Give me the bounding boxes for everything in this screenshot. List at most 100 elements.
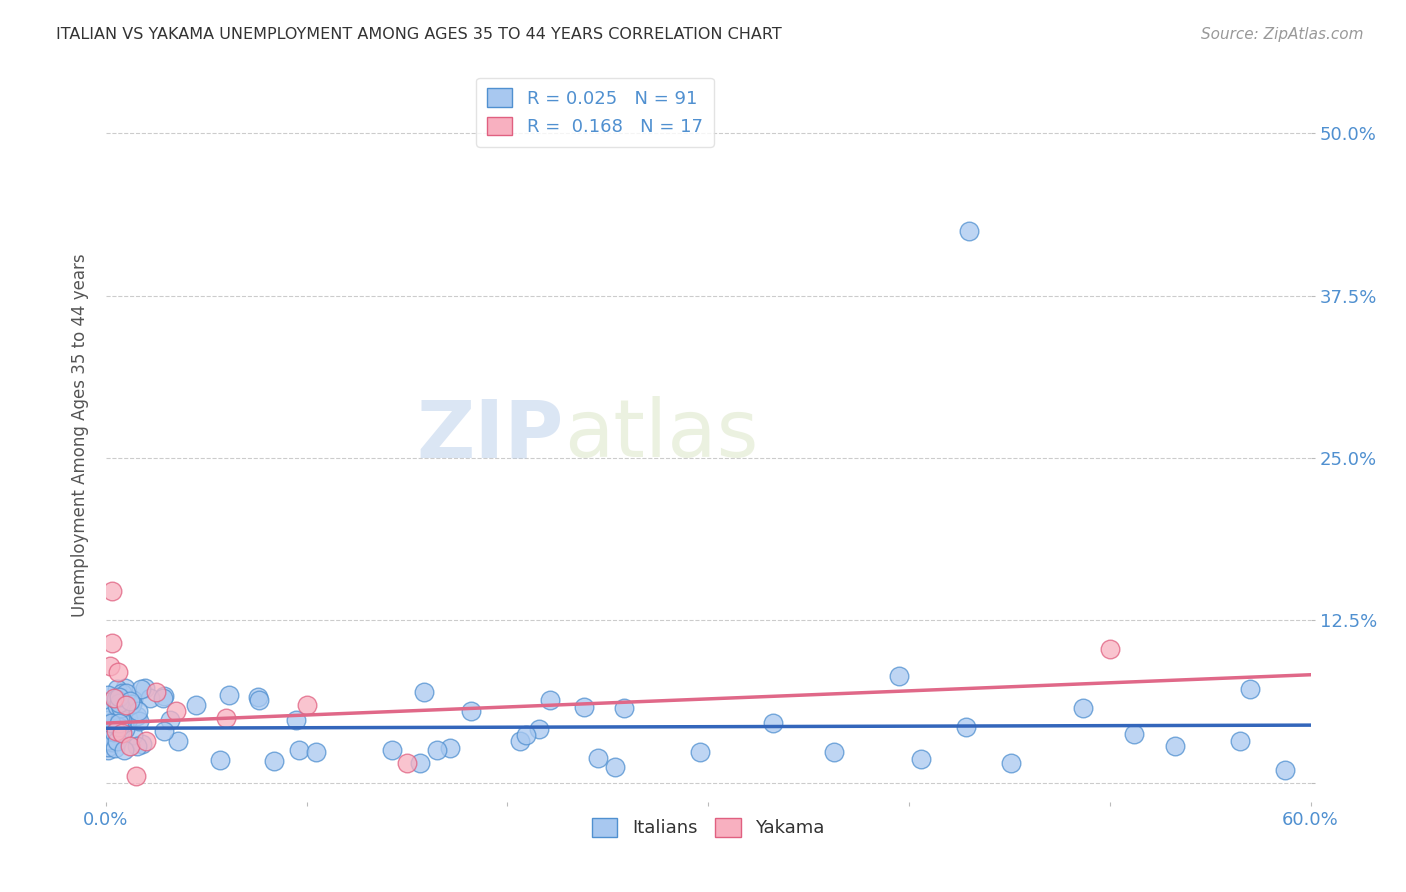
Point bbox=[110, 691, 132, 706]
Point bbox=[121, 697, 143, 711]
Point bbox=[152, 690, 174, 705]
Point bbox=[208, 753, 231, 767]
Point bbox=[108, 690, 131, 704]
Point bbox=[460, 705, 482, 719]
Point bbox=[689, 745, 711, 759]
Point bbox=[98, 659, 121, 673]
Point bbox=[98, 732, 121, 747]
Point bbox=[103, 725, 125, 739]
Y-axis label: Unemployment Among Ages 35 to 44 years: Unemployment Among Ages 35 to 44 years bbox=[72, 253, 89, 617]
Point bbox=[152, 723, 174, 738]
Point bbox=[110, 723, 132, 738]
Text: ITALIAN VS YAKAMA UNEMPLOYMENT AMONG AGES 35 TO 44 YEARS CORRELATION CHART: ITALIAN VS YAKAMA UNEMPLOYMENT AMONG AGE… bbox=[56, 27, 782, 42]
Point bbox=[120, 694, 142, 708]
Point bbox=[97, 743, 120, 757]
Point bbox=[115, 686, 138, 700]
Point bbox=[1123, 727, 1146, 741]
Point bbox=[117, 712, 139, 726]
Point bbox=[218, 688, 240, 702]
Point bbox=[515, 728, 537, 742]
Point bbox=[538, 693, 561, 707]
Point bbox=[426, 743, 449, 757]
Point bbox=[412, 685, 434, 699]
Point bbox=[107, 681, 129, 696]
Point bbox=[100, 735, 122, 749]
Point bbox=[105, 699, 128, 714]
Point bbox=[131, 737, 153, 751]
Point bbox=[957, 224, 980, 238]
Point bbox=[955, 720, 977, 734]
Point bbox=[125, 739, 148, 753]
Text: ZIP: ZIP bbox=[416, 396, 564, 475]
Point bbox=[107, 665, 129, 680]
Point bbox=[249, 693, 271, 707]
Point bbox=[288, 743, 311, 757]
Point bbox=[823, 745, 845, 759]
Point bbox=[145, 685, 167, 699]
Point bbox=[103, 691, 125, 706]
Point bbox=[101, 583, 124, 598]
Point bbox=[263, 754, 285, 768]
Point bbox=[603, 760, 626, 774]
Point bbox=[100, 709, 122, 723]
Point bbox=[165, 704, 187, 718]
Point bbox=[889, 669, 911, 683]
Point bbox=[110, 686, 132, 700]
Point bbox=[246, 690, 269, 705]
Point bbox=[111, 698, 134, 713]
Point bbox=[104, 740, 127, 755]
Point bbox=[1239, 682, 1261, 697]
Point bbox=[527, 722, 550, 736]
Point bbox=[409, 756, 432, 770]
Point bbox=[381, 743, 404, 757]
Point bbox=[153, 689, 176, 703]
Point bbox=[118, 739, 141, 754]
Point bbox=[134, 681, 156, 695]
Point bbox=[115, 698, 138, 712]
Point bbox=[1229, 734, 1251, 748]
Point bbox=[105, 691, 128, 706]
Point bbox=[439, 740, 461, 755]
Point bbox=[111, 726, 134, 740]
Point bbox=[215, 711, 238, 725]
Point bbox=[111, 705, 134, 719]
Point bbox=[574, 700, 596, 714]
Point bbox=[104, 723, 127, 738]
Point bbox=[112, 716, 135, 731]
Legend: Italians, Yakama: Italians, Yakama bbox=[585, 811, 831, 845]
Point bbox=[97, 739, 120, 754]
Point bbox=[114, 723, 136, 737]
Point bbox=[105, 693, 128, 707]
Point bbox=[110, 700, 132, 714]
Point bbox=[107, 720, 129, 734]
Point bbox=[186, 698, 208, 712]
Point bbox=[129, 682, 152, 697]
Point bbox=[139, 691, 162, 706]
Point bbox=[1098, 642, 1121, 657]
Point bbox=[125, 709, 148, 723]
Point bbox=[295, 698, 318, 712]
Point bbox=[396, 756, 419, 771]
Point bbox=[108, 696, 131, 710]
Point bbox=[762, 715, 785, 730]
Point bbox=[1000, 756, 1022, 771]
Point bbox=[112, 743, 135, 757]
Point bbox=[108, 698, 131, 712]
Point bbox=[167, 734, 190, 748]
Point bbox=[613, 701, 636, 715]
Point bbox=[1073, 701, 1095, 715]
Point bbox=[101, 635, 124, 649]
Point bbox=[103, 713, 125, 727]
Point bbox=[121, 693, 143, 707]
Point bbox=[586, 751, 609, 765]
Point bbox=[110, 713, 132, 727]
Point bbox=[305, 745, 328, 759]
Point bbox=[509, 734, 531, 748]
Text: atlas: atlas bbox=[564, 396, 758, 475]
Point bbox=[125, 769, 148, 783]
Point bbox=[285, 714, 308, 728]
Point bbox=[159, 713, 181, 727]
Point bbox=[122, 728, 145, 742]
Point bbox=[1164, 739, 1187, 753]
Point bbox=[910, 752, 932, 766]
